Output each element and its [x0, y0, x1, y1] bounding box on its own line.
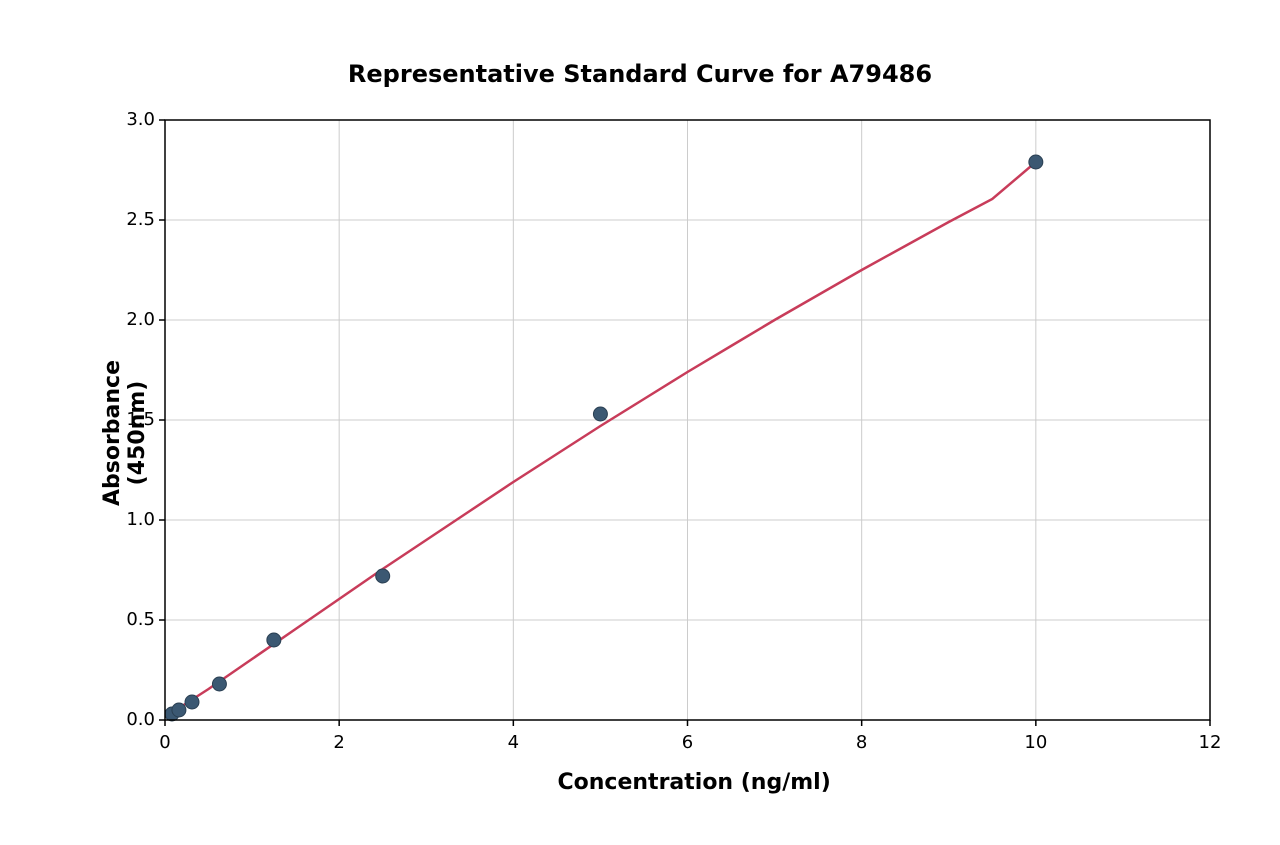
scatter-point — [185, 695, 199, 709]
y-tick-label: 2.5 — [115, 209, 155, 230]
chart-title: Representative Standard Curve for A79486 — [0, 60, 1280, 88]
y-tick-label: 2.0 — [115, 309, 155, 330]
x-axis-label: Concentration (ng/ml) — [558, 770, 831, 795]
scatter-point — [376, 569, 390, 583]
x-tick-label: 4 — [498, 732, 528, 753]
scatter-point — [1029, 155, 1043, 169]
y-tick-label: 3.0 — [115, 109, 155, 130]
y-tick-label: 0.5 — [115, 609, 155, 630]
scatter-point — [172, 703, 186, 717]
scatter-point — [593, 407, 607, 421]
scatter-point — [267, 633, 281, 647]
y-tick-label: 1.0 — [115, 509, 155, 530]
y-tick-label: 1.5 — [115, 409, 155, 430]
chart-container: Representative Standard Curve for A79486… — [0, 0, 1280, 845]
x-tick-label: 2 — [324, 732, 354, 753]
x-tick-label: 12 — [1195, 732, 1225, 753]
x-tick-label: 6 — [673, 732, 703, 753]
x-tick-label: 0 — [150, 732, 180, 753]
scatter-point — [212, 677, 226, 691]
chart-svg — [0, 0, 1280, 845]
y-tick-label: 0.0 — [115, 709, 155, 730]
x-tick-label: 8 — [847, 732, 877, 753]
x-tick-label: 10 — [1021, 732, 1051, 753]
